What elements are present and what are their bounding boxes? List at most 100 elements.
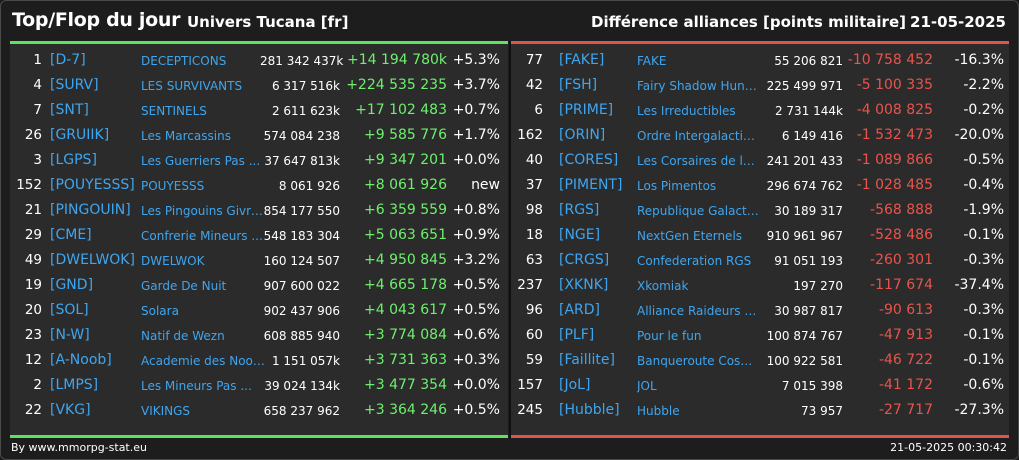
alliance-name[interactable]: Les Marcassins <box>141 129 231 143</box>
alliance-tag[interactable]: [PLF] <box>559 327 595 343</box>
alliance-name[interactable]: VIKINGS <box>141 404 191 418</box>
alliance-name[interactable]: Fairy Shadow Hunter <box>637 79 760 93</box>
alliance-name[interactable]: Alliance Raideurs et... <box>637 304 760 318</box>
alliance-rank: 162 <box>517 127 543 143</box>
alliance-name[interactable]: DWELWOK <box>141 254 205 268</box>
alliance-tag[interactable]: [RGS] <box>559 202 600 218</box>
alliance-name[interactable]: Natif de Wezn <box>141 329 225 343</box>
alliance-name[interactable]: SENTINELS <box>141 104 207 118</box>
alliance-tag[interactable]: [CRGS] <box>559 252 610 268</box>
percent-change: -0.6% <box>963 377 1004 393</box>
alliance-name[interactable]: JOL <box>637 379 657 393</box>
alliance-name[interactable]: Les Mineurs Pas ... <box>141 379 252 393</box>
alliance-points: 55 206 821 <box>774 54 843 68</box>
alliance-tag[interactable]: [ARD] <box>559 302 601 318</box>
alliance-name[interactable]: Banqueroute Cosm... <box>637 354 760 368</box>
alliance-rank: 4 <box>33 77 42 93</box>
alliance-tag[interactable]: [SURV] <box>50 77 99 93</box>
alliance-rank: 77 <box>525 52 543 68</box>
alliance-name[interactable]: Hubble <box>637 404 680 418</box>
page-title: Top/Flop du jour <box>12 9 181 31</box>
alliance-tag[interactable]: [N-W] <box>50 327 90 343</box>
percent-change: +0.5% <box>452 302 500 318</box>
alliance-points: 37 647 813k <box>264 154 340 168</box>
alliance-tag[interactable]: [PINGOUIN] <box>50 202 131 218</box>
alliance-points: 30 987 817 <box>774 304 843 318</box>
percent-change: -0.3% <box>963 252 1004 268</box>
alliance-name[interactable]: Ordre Intergalactique <box>637 129 760 143</box>
alliance-rank: 152 <box>16 177 42 193</box>
alliance-tag[interactable]: [GND] <box>50 277 94 293</box>
alliance-tag[interactable]: [D-7] <box>50 52 86 68</box>
points-difference: -90 613 <box>878 302 933 318</box>
alliance-rank: 96 <box>525 302 543 318</box>
alliance-points: 100 874 767 <box>766 329 843 343</box>
alliance-tag[interactable]: [DWELWOK] <box>50 252 135 268</box>
alliance-name[interactable]: Les Irreductibles <box>637 104 736 118</box>
alliance-rank: 19 <box>24 277 42 293</box>
alliance-points: 608 885 940 <box>263 329 340 343</box>
alliance-name[interactable]: Academie des Noob... <box>141 354 265 368</box>
alliance-points: 658 237 962 <box>263 404 340 418</box>
alliance-rank: 49 <box>24 252 42 268</box>
alliance-name[interactable]: Confrerie Mineurs ... <box>141 229 263 243</box>
top-alliance-row: 3 [LGPS] Les Guerriers Pas ... 37 647 813k +… <box>10 148 508 173</box>
alliance-tag[interactable]: [PRIME] <box>559 102 614 118</box>
alliance-tag[interactable]: [LMPS] <box>50 377 99 393</box>
alliance-name[interactable]: Les Pingouins Givre... <box>141 204 265 218</box>
alliance-name[interactable]: Pour le fun <box>637 329 702 343</box>
alliance-name[interactable]: NextGen Eternels <box>637 229 743 243</box>
alliance-tag[interactable]: [ORIN] <box>559 127 606 143</box>
percent-change: -0.3% <box>963 302 1004 318</box>
alliance-tag[interactable]: [LGPS] <box>50 152 97 168</box>
alliance-name[interactable]: Xkomiak <box>637 279 689 293</box>
flop-alliances-panel: 77 [FAKE] FAKE 55 206 821 -10 758 452 -16.3% 4… <box>511 41 1009 438</box>
alliance-tag[interactable]: [Hubble] <box>559 402 620 418</box>
alliance-points: 100 922 581 <box>766 354 843 368</box>
alliance-tag[interactable]: [PIMENT] <box>559 177 623 193</box>
alliance-rank: 18 <box>525 227 543 243</box>
alliance-name[interactable]: Los Pimentos <box>637 179 717 193</box>
alliance-name[interactable]: FAKE <box>637 54 667 68</box>
percent-change: -0.1% <box>963 227 1004 243</box>
alliance-tag[interactable]: [SOL] <box>50 302 89 318</box>
percent-change: -2.2% <box>963 77 1004 93</box>
alliance-tag[interactable]: [VKG] <box>50 402 91 418</box>
alliance-name[interactable]: LES SURVIVANTS <box>141 79 243 93</box>
alliance-name[interactable]: Les Corsaires de l_... <box>637 154 760 168</box>
alliance-name[interactable]: Confederation RGS <box>637 254 752 268</box>
top-alliance-row: 152 [POUYESSS] POUYESSS 8 061 926 +8 061 926… <box>10 173 508 198</box>
alliance-points: 2 611 623k <box>271 104 340 118</box>
alliance-name[interactable]: Republique Galacti... <box>637 204 760 218</box>
points-difference: -47 913 <box>878 327 933 343</box>
alliance-rank: 60 <box>525 327 543 343</box>
alliance-tag[interactable]: [POUYESSS] <box>50 177 135 193</box>
alliance-tag[interactable]: [FAKE] <box>559 52 605 68</box>
alliance-tag[interactable]: [FSH] <box>559 77 598 93</box>
alliance-name[interactable]: Les Guerriers Pas ... <box>141 154 261 168</box>
points-difference: +3 477 354 <box>364 377 447 393</box>
alliance-name[interactable]: POUYESSS <box>141 179 205 193</box>
alliance-points: 197 270 <box>793 279 843 293</box>
alliance-points: 160 124 507 <box>263 254 340 268</box>
alliance-tag[interactable]: [CORES] <box>559 152 619 168</box>
alliance-tag[interactable]: [SNT] <box>50 102 89 118</box>
alliance-tag[interactable]: [NGE] <box>559 227 601 243</box>
alliance-tag[interactable]: [Faillite] <box>559 352 615 368</box>
alliance-tag[interactable]: [GRUIIK] <box>50 127 110 143</box>
alliance-tag[interactable]: [A-Noob] <box>50 352 112 368</box>
alliance-name[interactable]: DECEPTICONS <box>141 54 227 68</box>
flop-alliance-row: 77 [FAKE] FAKE 55 206 821 -10 758 452 -16.3% <box>511 48 1009 73</box>
alliance-tag[interactable]: [XKNK] <box>559 277 609 293</box>
alliance-name[interactable]: Solara <box>141 304 179 318</box>
alliance-points: 30 189 317 <box>774 204 843 218</box>
alliance-rank: 29 <box>24 227 42 243</box>
alliance-name[interactable]: Garde De Nuit <box>141 279 227 293</box>
alliance-points: 39 024 134k <box>264 379 340 393</box>
alliance-tag[interactable]: [JoL] <box>559 377 591 393</box>
flop-alliance-row: 162 [ORIN] Ordre Intergalactique 6 149 416-… <box>511 123 1009 148</box>
flop-alliance-row: 37 [PIMENT] Los Pimentos 296 674 762 -1 028 … <box>511 173 1009 198</box>
flop-alliance-row: 42 [FSH] Fairy Shadow Hunter 225 499 971 -5 … <box>511 73 1009 98</box>
alliance-rank: 40 <box>525 152 543 168</box>
alliance-tag[interactable]: [CME] <box>50 227 92 243</box>
